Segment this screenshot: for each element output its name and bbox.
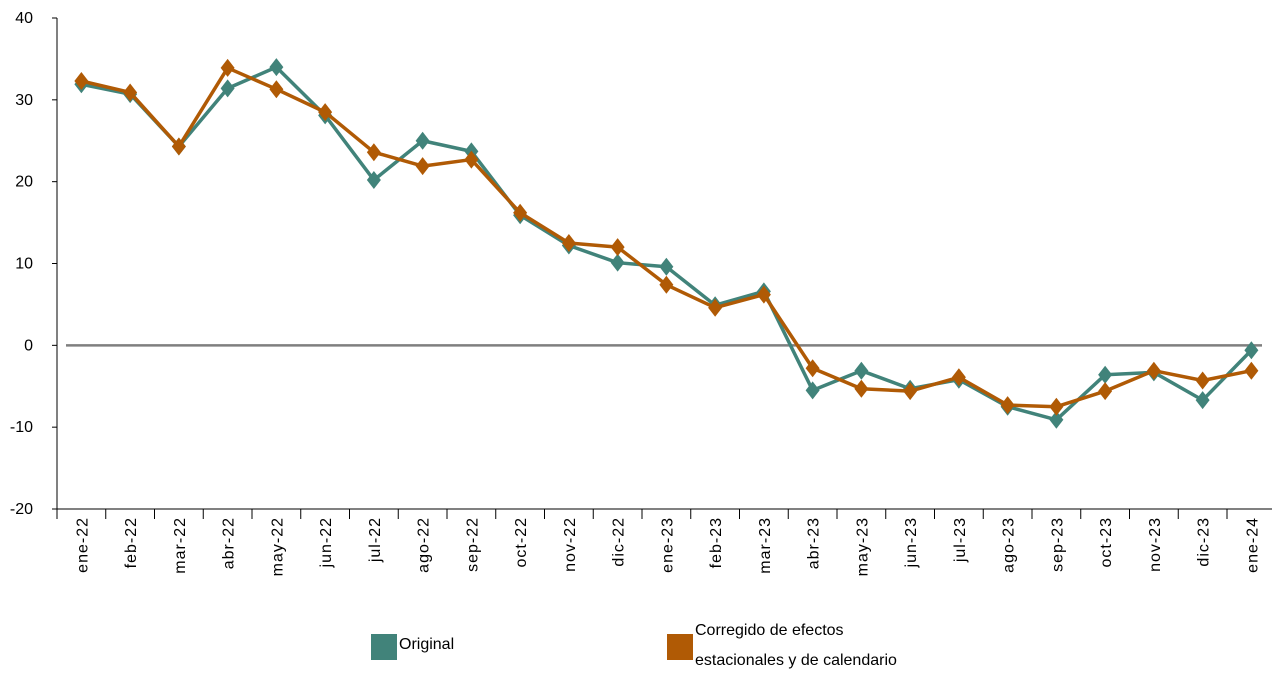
x-tick-label: sep-23 [1049, 517, 1066, 572]
series-original [74, 58, 1259, 429]
data-point-marker [805, 359, 820, 378]
data-point-marker [903, 382, 918, 401]
data-point-marker [464, 150, 479, 169]
x-tick-label: mar-23 [757, 517, 774, 574]
x-tick-label: nov-23 [1147, 517, 1164, 572]
x-tick-label: abr-22 [221, 517, 238, 569]
y-tick-label: -20 [10, 501, 33, 518]
legend-swatch-original [371, 634, 397, 660]
legend-label-corregido-line2: estacionales y de calendario [695, 652, 897, 669]
x-tick-label: abr-23 [806, 517, 823, 569]
y-tick-label: 30 [15, 92, 33, 109]
data-point-marker [123, 83, 138, 102]
x-tick-label: jul-22 [367, 517, 384, 563]
y-tick-label: -10 [10, 419, 33, 436]
data-point-marker [951, 368, 966, 387]
y-tick-label: 0 [24, 337, 33, 354]
x-tick-label: jun-23 [903, 517, 920, 568]
x-tick-label: ene-22 [74, 517, 91, 573]
legend-label-original: Original [399, 636, 455, 653]
data-point-marker [1244, 361, 1259, 380]
data-point-marker [74, 72, 89, 91]
data-point-marker [1000, 396, 1015, 415]
data-point-marker [513, 203, 528, 222]
data-point-marker [366, 171, 381, 190]
data-point-marker [415, 157, 430, 176]
data-point-marker [610, 238, 625, 257]
x-tick-label: nov-22 [562, 517, 579, 572]
data-point-marker [659, 257, 674, 276]
x-tick-label: sep-22 [464, 517, 481, 572]
x-tick-label: oct-22 [513, 517, 530, 567]
data-point-marker [805, 381, 820, 400]
data-point-marker [269, 80, 284, 99]
data-point-marker [415, 131, 430, 150]
data-point-marker [854, 361, 869, 380]
data-point-marker [1195, 391, 1210, 410]
x-tick-label: feb-23 [708, 517, 725, 568]
series-group [74, 58, 1259, 429]
x-tick-label: dic-23 [1196, 517, 1213, 567]
data-point-marker [269, 58, 284, 77]
legend-label-corregido-line1: Corregido de efectos [695, 622, 844, 639]
series-line [81, 65, 1253, 422]
series-line [80, 66, 1252, 409]
x-tick-label: ene-24 [1244, 517, 1261, 573]
data-point-marker [366, 143, 381, 162]
x-tick-label: jul-23 [952, 517, 969, 563]
data-point-marker [1244, 341, 1259, 360]
data-point-marker [318, 103, 333, 122]
x-tick-label: jun-22 [318, 517, 335, 568]
y-tick-label: 40 [15, 10, 33, 27]
x-tick-label: oct-23 [1098, 517, 1115, 567]
y-axis: -20 -10 0 10 20 30 40 [10, 10, 58, 518]
data-point-marker [610, 253, 625, 272]
data-point-marker [1098, 382, 1113, 401]
y-tick-label: 10 [15, 256, 33, 273]
data-point-marker [171, 137, 186, 156]
data-point-marker [854, 379, 869, 398]
legend-swatch-corregido [667, 634, 693, 660]
x-tick-label: may-23 [854, 517, 871, 576]
x-tick-label: may-22 [269, 517, 286, 576]
series-corregido [74, 58, 1259, 416]
y-tick-label: 20 [15, 174, 33, 191]
data-point-marker [220, 58, 235, 77]
data-point-marker [1098, 365, 1113, 384]
x-tick-label: dic-22 [611, 517, 628, 567]
data-point-marker [1195, 371, 1210, 390]
x-tick-label: feb-22 [123, 517, 140, 568]
data-point-marker [1146, 361, 1161, 380]
data-point-marker [1049, 410, 1064, 429]
data-point-marker [561, 234, 576, 253]
data-point-marker [756, 285, 771, 304]
x-tick-label: ene-23 [659, 517, 676, 573]
data-point-marker [708, 298, 723, 317]
data-point-marker [1049, 397, 1064, 416]
data-point-marker [659, 275, 674, 294]
data-point-marker [220, 79, 235, 98]
x-tick-label: mar-22 [172, 517, 189, 574]
x-axis: ene-22 feb-22 mar-22 abr-22 may-22 jun-22 jul-… [56, 508, 1272, 576]
x-tick-label: ago-23 [1001, 517, 1018, 573]
x-tick-label: ago-22 [416, 517, 433, 573]
